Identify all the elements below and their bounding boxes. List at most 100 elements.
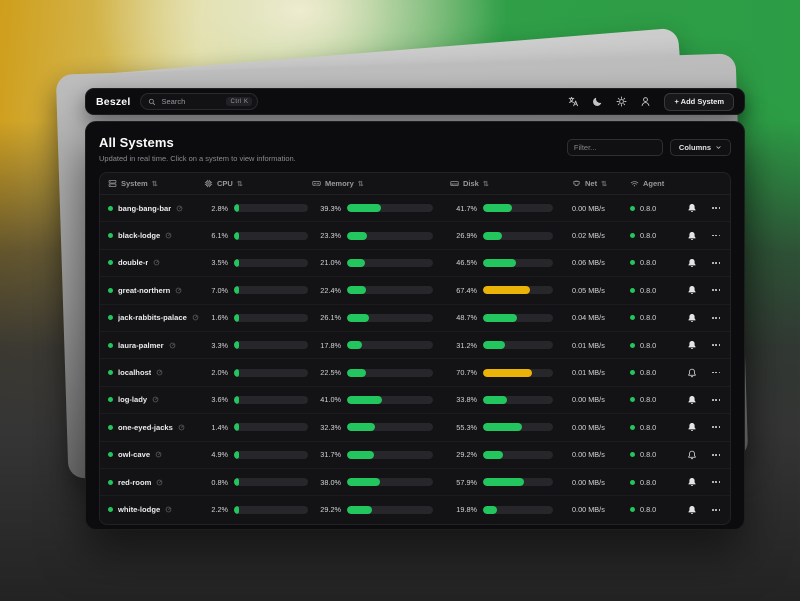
disk-value: 41.7% xyxy=(456,203,477,213)
system-name: owl-cave xyxy=(118,450,151,460)
bell-icon[interactable] xyxy=(686,422,697,433)
memory-cell: 21.0% xyxy=(312,258,450,267)
bell-icon[interactable] xyxy=(686,230,697,241)
net-value: 0.01 MB/s xyxy=(572,340,605,350)
system-cell: double-r xyxy=(108,258,204,267)
bell-icon[interactable] xyxy=(686,203,697,214)
bell-icon[interactable] xyxy=(686,367,697,378)
page-title: All Systems xyxy=(99,135,174,150)
agent-version: 0.8.0 xyxy=(640,450,657,460)
bell-icon[interactable] xyxy=(686,257,697,268)
bell-icon[interactable] xyxy=(686,504,697,515)
column-header-agent: Agent xyxy=(630,179,686,188)
memory-bar xyxy=(347,450,433,459)
bell-icon[interactable] xyxy=(686,312,697,323)
net-value: 0.00 MB/s xyxy=(572,505,605,515)
bell-icon[interactable] xyxy=(686,394,697,405)
agent-cell: 0.8.0 xyxy=(630,341,686,350)
cpu-cell: 3.3% xyxy=(204,341,312,350)
table-row[interactable]: log-lady 3.6% 41.0% 33.8% 0.00 MB/s 0.8.… xyxy=(100,387,730,415)
system-name: laura-palmer xyxy=(118,340,164,350)
agent-cell: 0.8.0 xyxy=(630,478,686,487)
more-actions-icon[interactable] xyxy=(710,260,722,266)
more-actions-icon[interactable] xyxy=(710,315,722,321)
column-header-net[interactable]: Net ⇅ xyxy=(572,179,630,188)
filter-input[interactable] xyxy=(566,139,663,156)
agent-status-dot xyxy=(630,287,635,293)
disk-bar xyxy=(483,231,553,240)
more-actions-icon[interactable] xyxy=(710,370,722,376)
system-cell: great-northern xyxy=(108,286,204,295)
table-row[interactable]: localhost 2.0% 22.5% 70.7% 0.01 MB/s 0.8… xyxy=(100,359,730,387)
more-actions-icon[interactable] xyxy=(710,287,722,293)
system-detail-icon xyxy=(178,424,185,431)
column-label: Net xyxy=(585,179,598,188)
memory-value: 41.0% xyxy=(320,395,341,405)
bell-icon[interactable] xyxy=(686,340,697,351)
bell-icon[interactable] xyxy=(686,449,697,460)
table-row[interactable]: white-lodge 2.2% 29.2% 19.8% 0.00 MB/s 0… xyxy=(100,496,730,523)
disk-bar xyxy=(483,450,553,459)
memory-bar xyxy=(347,286,433,295)
agent-version: 0.8.0 xyxy=(640,258,657,268)
more-actions-icon[interactable] xyxy=(710,424,722,430)
system-detail-icon xyxy=(176,205,183,212)
agent-status-dot xyxy=(630,205,635,211)
cpu-value: 0.8% xyxy=(211,477,228,487)
settings-gear-icon[interactable] xyxy=(616,96,627,107)
bell-icon[interactable] xyxy=(686,285,697,296)
more-actions-icon[interactable] xyxy=(710,342,722,348)
beszel-logo[interactable]: Beszel xyxy=(96,95,131,108)
system-name: log-lady xyxy=(118,395,148,405)
cpu-value: 6.1% xyxy=(211,231,228,241)
memory-bar xyxy=(347,395,433,404)
more-actions-icon[interactable] xyxy=(710,397,722,403)
system-detail-icon xyxy=(152,397,159,403)
net-value: 0.06 MB/s xyxy=(572,258,605,268)
disk-cell: 55.3% xyxy=(450,423,572,432)
more-actions-icon[interactable] xyxy=(710,452,722,458)
table-row[interactable]: great-northern 7.0% 22.4% 67.4% 0.05 MB/… xyxy=(100,277,730,305)
system-cell: red-room xyxy=(108,478,204,487)
memory-bar xyxy=(347,423,433,432)
more-actions-icon[interactable] xyxy=(710,233,722,239)
table-row[interactable]: black-lodge 6.1% 23.3% 26.9% 0.02 MB/s 0… xyxy=(100,222,730,250)
add-system-button[interactable]: + Add System xyxy=(664,92,734,111)
columns-dropdown-button[interactable]: Columns xyxy=(669,139,731,156)
disk-value: 46.5% xyxy=(456,258,477,268)
translate-icon[interactable] xyxy=(568,96,579,107)
navbar-actions: + Add System xyxy=(568,92,734,111)
bell-icon[interactable] xyxy=(686,477,697,488)
table-row[interactable]: double-r 3.5% 21.0% 46.5% 0.06 MB/s 0.8.… xyxy=(100,250,730,278)
more-actions-icon[interactable] xyxy=(710,205,722,211)
column-header-cpu[interactable]: CPU ⇅ xyxy=(204,179,312,188)
disk-cell: 57.9% xyxy=(450,478,572,487)
system-name: localhost xyxy=(118,368,152,378)
table-row[interactable]: bang-bang-bar 2.8% 39.3% 41.7% 0.00 MB/s… xyxy=(100,195,730,223)
disk-cell: 70.7% xyxy=(450,368,572,377)
column-header-disk[interactable]: Disk ⇅ xyxy=(450,179,572,188)
user-icon[interactable] xyxy=(640,96,651,107)
sort-arrows-icon: ⇅ xyxy=(236,180,243,188)
cpu-bar xyxy=(234,341,308,350)
disk-value: 55.3% xyxy=(456,422,477,432)
column-header-memory[interactable]: Memory ⇅ xyxy=(312,179,450,188)
cpu-bar xyxy=(234,286,308,295)
table-row[interactable]: one-eyed-jacks 1.4% 32.3% 55.3% 0.00 MB/… xyxy=(100,414,730,442)
column-header-system[interactable]: System ⇅ xyxy=(108,179,204,188)
cpu-bar xyxy=(234,368,308,377)
memory-cell: 22.5% xyxy=(312,368,450,377)
table-row[interactable]: owl-cave 4.9% 31.7% 29.2% 0.00 MB/s 0.8.… xyxy=(100,442,730,469)
row-actions xyxy=(686,285,725,296)
navbar: Beszel Search Ctrl K xyxy=(85,88,745,115)
table-row[interactable]: laura-palmer 3.3% 17.8% 31.2% 0.01 MB/s … xyxy=(100,332,730,360)
more-actions-icon[interactable] xyxy=(710,507,722,513)
status-dot xyxy=(108,287,113,293)
table-row[interactable]: jack-rabbits-palace 1.6% 26.1% 48.7% 0.0… xyxy=(100,305,730,332)
system-detail-icon xyxy=(154,260,160,266)
theme-moon-icon[interactable] xyxy=(592,96,603,107)
cpu-cell: 0.8% xyxy=(204,478,312,487)
more-actions-icon[interactable] xyxy=(710,479,722,485)
table-row[interactable]: red-room 0.8% 38.0% 57.9% 0.00 MB/s 0.8.… xyxy=(100,469,730,497)
search-input[interactable]: Search Ctrl K xyxy=(140,93,259,110)
